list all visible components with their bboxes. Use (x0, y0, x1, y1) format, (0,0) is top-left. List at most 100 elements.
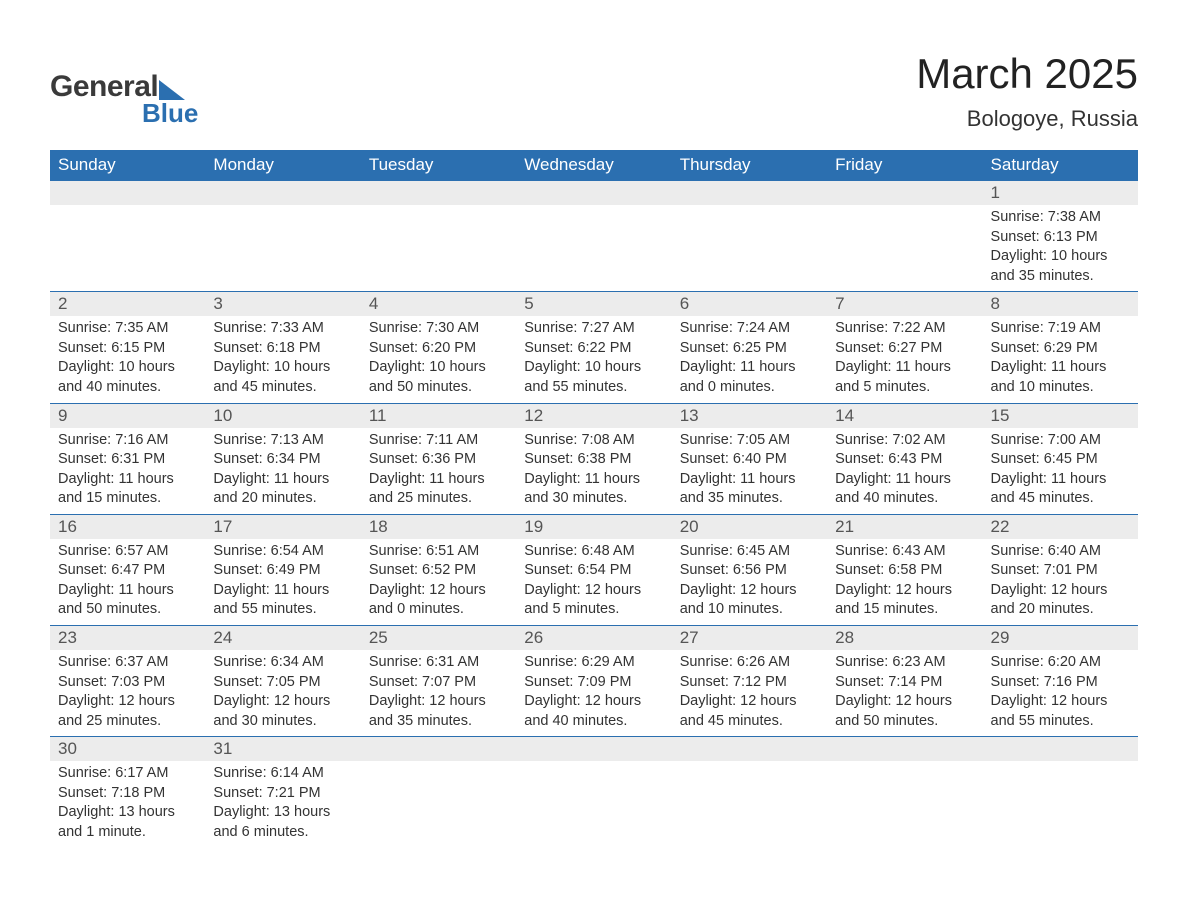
brand-logo: General Blue (50, 70, 198, 129)
day-details: Sunrise: 7:02 AMSunset: 6:43 PMDaylight:… (827, 428, 982, 514)
calendar-cell: 19Sunrise: 6:48 AMSunset: 6:54 PMDayligh… (516, 514, 671, 625)
day-details: Sunrise: 6:48 AMSunset: 6:54 PMDaylight:… (516, 539, 671, 625)
calendar-cell (361, 737, 516, 848)
calendar-cell (361, 181, 516, 292)
day-details: Sunrise: 7:27 AMSunset: 6:22 PMDaylight:… (516, 316, 671, 402)
day-number: 17 (205, 515, 360, 539)
calendar-cell: 17Sunrise: 6:54 AMSunset: 6:49 PMDayligh… (205, 514, 360, 625)
day-details: Sunrise: 6:34 AMSunset: 7:05 PMDaylight:… (205, 650, 360, 736)
calendar-cell: 22Sunrise: 6:40 AMSunset: 7:01 PMDayligh… (983, 514, 1138, 625)
day-details: Sunrise: 6:45 AMSunset: 6:56 PMDaylight:… (672, 539, 827, 625)
calendar-cell: 4Sunrise: 7:30 AMSunset: 6:20 PMDaylight… (361, 292, 516, 403)
day-number: 4 (361, 292, 516, 316)
page-title: March 2025 (916, 50, 1138, 98)
day-number: 8 (983, 292, 1138, 316)
day-details: Sunrise: 6:57 AMSunset: 6:47 PMDaylight:… (50, 539, 205, 625)
day-number: 23 (50, 626, 205, 650)
day-number: 9 (50, 404, 205, 428)
day-number: 16 (50, 515, 205, 539)
day-details: Sunrise: 6:26 AMSunset: 7:12 PMDaylight:… (672, 650, 827, 736)
day-details: Sunrise: 7:00 AMSunset: 6:45 PMDaylight:… (983, 428, 1138, 514)
day-number: 10 (205, 404, 360, 428)
calendar-cell: 18Sunrise: 6:51 AMSunset: 6:52 PMDayligh… (361, 514, 516, 625)
calendar-cell: 31Sunrise: 6:14 AMSunset: 7:21 PMDayligh… (205, 737, 360, 848)
day-details: Sunrise: 6:29 AMSunset: 7:09 PMDaylight:… (516, 650, 671, 736)
calendar-cell: 26Sunrise: 6:29 AMSunset: 7:09 PMDayligh… (516, 626, 671, 737)
day-number: 18 (361, 515, 516, 539)
weekday-header: Friday (827, 150, 982, 181)
day-number: 3 (205, 292, 360, 316)
day-details: Sunrise: 7:16 AMSunset: 6:31 PMDaylight:… (50, 428, 205, 514)
day-details: Sunrise: 7:11 AMSunset: 6:36 PMDaylight:… (361, 428, 516, 514)
weekday-header: Wednesday (516, 150, 671, 181)
day-details: Sunrise: 6:31 AMSunset: 7:07 PMDaylight:… (361, 650, 516, 736)
weekday-header: Saturday (983, 150, 1138, 181)
calendar-cell (983, 737, 1138, 848)
weekday-header: Monday (205, 150, 360, 181)
calendar-cell: 23Sunrise: 6:37 AMSunset: 7:03 PMDayligh… (50, 626, 205, 737)
day-details: Sunrise: 7:13 AMSunset: 6:34 PMDaylight:… (205, 428, 360, 514)
day-number: 20 (672, 515, 827, 539)
day-number: 7 (827, 292, 982, 316)
calendar-cell (516, 181, 671, 292)
day-number: 22 (983, 515, 1138, 539)
calendar-cell (516, 737, 671, 848)
calendar-cell: 14Sunrise: 7:02 AMSunset: 6:43 PMDayligh… (827, 403, 982, 514)
calendar-cell (827, 181, 982, 292)
day-details: Sunrise: 7:38 AMSunset: 6:13 PMDaylight:… (983, 205, 1138, 291)
calendar-cell: 16Sunrise: 6:57 AMSunset: 6:47 PMDayligh… (50, 514, 205, 625)
brand-word2: Blue (142, 98, 198, 129)
weekday-header: Thursday (672, 150, 827, 181)
day-details: Sunrise: 6:43 AMSunset: 6:58 PMDaylight:… (827, 539, 982, 625)
day-number: 11 (361, 404, 516, 428)
day-details: Sunrise: 6:54 AMSunset: 6:49 PMDaylight:… (205, 539, 360, 625)
day-number: 28 (827, 626, 982, 650)
day-number: 27 (672, 626, 827, 650)
day-details: Sunrise: 6:17 AMSunset: 7:18 PMDaylight:… (50, 761, 205, 847)
calendar-cell: 28Sunrise: 6:23 AMSunset: 7:14 PMDayligh… (827, 626, 982, 737)
calendar-cell: 30Sunrise: 6:17 AMSunset: 7:18 PMDayligh… (50, 737, 205, 848)
calendar-cell: 11Sunrise: 7:11 AMSunset: 6:36 PMDayligh… (361, 403, 516, 514)
day-number: 21 (827, 515, 982, 539)
calendar-cell (672, 737, 827, 848)
day-number: 6 (672, 292, 827, 316)
day-details: Sunrise: 7:35 AMSunset: 6:15 PMDaylight:… (50, 316, 205, 402)
day-number: 26 (516, 626, 671, 650)
calendar-cell: 20Sunrise: 6:45 AMSunset: 6:56 PMDayligh… (672, 514, 827, 625)
calendar-cell: 29Sunrise: 6:20 AMSunset: 7:16 PMDayligh… (983, 626, 1138, 737)
calendar-cell: 12Sunrise: 7:08 AMSunset: 6:38 PMDayligh… (516, 403, 671, 514)
day-details: Sunrise: 7:30 AMSunset: 6:20 PMDaylight:… (361, 316, 516, 402)
calendar-cell: 25Sunrise: 6:31 AMSunset: 7:07 PMDayligh… (361, 626, 516, 737)
brand-triangle-icon (159, 80, 185, 100)
calendar-cell: 15Sunrise: 7:00 AMSunset: 6:45 PMDayligh… (983, 403, 1138, 514)
calendar-cell: 7Sunrise: 7:22 AMSunset: 6:27 PMDaylight… (827, 292, 982, 403)
calendar-cell (205, 181, 360, 292)
day-details: Sunrise: 6:40 AMSunset: 7:01 PMDaylight:… (983, 539, 1138, 625)
day-number: 29 (983, 626, 1138, 650)
calendar-cell: 9Sunrise: 7:16 AMSunset: 6:31 PMDaylight… (50, 403, 205, 514)
day-details: Sunrise: 7:33 AMSunset: 6:18 PMDaylight:… (205, 316, 360, 402)
calendar-cell: 5Sunrise: 7:27 AMSunset: 6:22 PMDaylight… (516, 292, 671, 403)
day-details: Sunrise: 6:14 AMSunset: 7:21 PMDaylight:… (205, 761, 360, 847)
day-number: 13 (672, 404, 827, 428)
calendar-cell: 13Sunrise: 7:05 AMSunset: 6:40 PMDayligh… (672, 403, 827, 514)
calendar-cell (50, 181, 205, 292)
day-number: 24 (205, 626, 360, 650)
day-number: 30 (50, 737, 205, 761)
day-number: 25 (361, 626, 516, 650)
page-location: Bologoye, Russia (916, 106, 1138, 132)
calendar-cell: 6Sunrise: 7:24 AMSunset: 6:25 PMDaylight… (672, 292, 827, 403)
calendar-cell: 1Sunrise: 7:38 AMSunset: 6:13 PMDaylight… (983, 181, 1138, 292)
calendar-cell: 27Sunrise: 6:26 AMSunset: 7:12 PMDayligh… (672, 626, 827, 737)
calendar-cell (827, 737, 982, 848)
day-details: Sunrise: 6:23 AMSunset: 7:14 PMDaylight:… (827, 650, 982, 736)
calendar-table: SundayMondayTuesdayWednesdayThursdayFrid… (50, 150, 1138, 848)
weekday-header: Sunday (50, 150, 205, 181)
calendar-cell: 21Sunrise: 6:43 AMSunset: 6:58 PMDayligh… (827, 514, 982, 625)
day-number: 12 (516, 404, 671, 428)
calendar-cell: 10Sunrise: 7:13 AMSunset: 6:34 PMDayligh… (205, 403, 360, 514)
calendar-cell (672, 181, 827, 292)
calendar-cell: 8Sunrise: 7:19 AMSunset: 6:29 PMDaylight… (983, 292, 1138, 403)
weekday-header: Tuesday (361, 150, 516, 181)
day-number: 14 (827, 404, 982, 428)
